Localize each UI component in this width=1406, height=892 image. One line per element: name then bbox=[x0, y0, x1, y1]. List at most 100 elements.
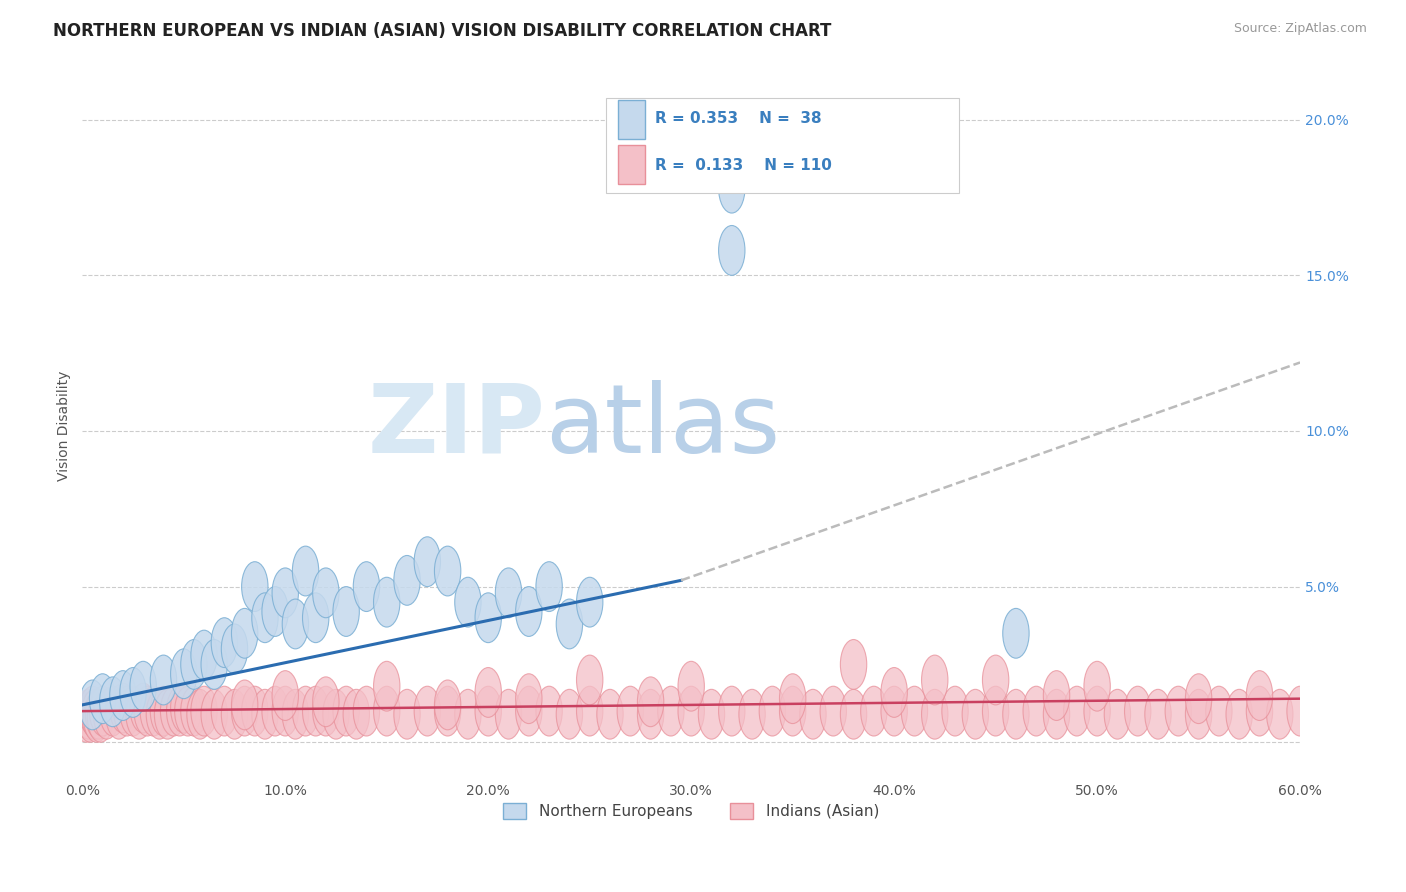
Ellipse shape bbox=[637, 677, 664, 727]
Ellipse shape bbox=[495, 568, 522, 618]
Ellipse shape bbox=[232, 686, 257, 736]
Ellipse shape bbox=[187, 690, 214, 739]
Ellipse shape bbox=[292, 546, 319, 596]
Ellipse shape bbox=[678, 686, 704, 736]
Ellipse shape bbox=[333, 587, 360, 636]
Ellipse shape bbox=[146, 690, 173, 739]
Ellipse shape bbox=[800, 690, 827, 739]
Ellipse shape bbox=[495, 690, 522, 739]
Ellipse shape bbox=[718, 226, 745, 276]
Ellipse shape bbox=[516, 587, 541, 636]
Ellipse shape bbox=[333, 686, 360, 736]
Ellipse shape bbox=[1084, 686, 1111, 736]
Ellipse shape bbox=[75, 690, 101, 739]
Ellipse shape bbox=[77, 692, 104, 742]
Ellipse shape bbox=[323, 690, 349, 739]
Text: R =  0.133    N = 110: R = 0.133 N = 110 bbox=[655, 158, 831, 173]
Ellipse shape bbox=[596, 690, 623, 739]
Text: ZIP: ZIP bbox=[367, 380, 546, 473]
Ellipse shape bbox=[841, 640, 866, 690]
Ellipse shape bbox=[353, 686, 380, 736]
Ellipse shape bbox=[211, 618, 238, 667]
Ellipse shape bbox=[699, 690, 724, 739]
Ellipse shape bbox=[262, 686, 288, 736]
Ellipse shape bbox=[79, 680, 105, 730]
Ellipse shape bbox=[718, 686, 745, 736]
Ellipse shape bbox=[454, 577, 481, 627]
Ellipse shape bbox=[283, 690, 308, 739]
Ellipse shape bbox=[1043, 671, 1070, 721]
Ellipse shape bbox=[557, 690, 582, 739]
Ellipse shape bbox=[901, 686, 928, 736]
Ellipse shape bbox=[1024, 686, 1049, 736]
Legend: Northern Europeans, Indians (Asian): Northern Europeans, Indians (Asian) bbox=[498, 797, 886, 825]
Ellipse shape bbox=[166, 686, 193, 736]
Ellipse shape bbox=[1185, 673, 1212, 723]
Ellipse shape bbox=[1185, 690, 1212, 739]
Ellipse shape bbox=[353, 562, 380, 612]
Ellipse shape bbox=[302, 593, 329, 642]
Ellipse shape bbox=[150, 686, 177, 736]
Ellipse shape bbox=[273, 671, 298, 721]
Ellipse shape bbox=[343, 690, 370, 739]
Text: R = 0.353    N =  38: R = 0.353 N = 38 bbox=[655, 112, 821, 127]
Ellipse shape bbox=[434, 680, 461, 730]
Ellipse shape bbox=[221, 624, 247, 673]
Ellipse shape bbox=[90, 686, 115, 736]
Ellipse shape bbox=[1002, 690, 1029, 739]
Ellipse shape bbox=[475, 593, 502, 642]
Text: Source: ZipAtlas.com: Source: ZipAtlas.com bbox=[1233, 22, 1367, 36]
Ellipse shape bbox=[1206, 686, 1232, 736]
Ellipse shape bbox=[242, 562, 269, 612]
Ellipse shape bbox=[962, 690, 988, 739]
Ellipse shape bbox=[105, 690, 132, 739]
FancyBboxPatch shape bbox=[606, 98, 959, 193]
Ellipse shape bbox=[283, 599, 308, 648]
Ellipse shape bbox=[374, 661, 399, 711]
Ellipse shape bbox=[273, 686, 298, 736]
Ellipse shape bbox=[536, 686, 562, 736]
Ellipse shape bbox=[475, 667, 502, 717]
Ellipse shape bbox=[181, 686, 207, 736]
Ellipse shape bbox=[312, 686, 339, 736]
Ellipse shape bbox=[90, 673, 115, 723]
Ellipse shape bbox=[120, 667, 146, 717]
Ellipse shape bbox=[779, 686, 806, 736]
Ellipse shape bbox=[312, 677, 339, 727]
Ellipse shape bbox=[576, 686, 603, 736]
Ellipse shape bbox=[242, 686, 269, 736]
Ellipse shape bbox=[129, 661, 156, 711]
Ellipse shape bbox=[557, 599, 582, 648]
Ellipse shape bbox=[1063, 686, 1090, 736]
Ellipse shape bbox=[415, 686, 440, 736]
Ellipse shape bbox=[82, 690, 108, 739]
Ellipse shape bbox=[181, 640, 207, 690]
Ellipse shape bbox=[1226, 690, 1253, 739]
Ellipse shape bbox=[1267, 690, 1294, 739]
Text: atlas: atlas bbox=[546, 380, 780, 473]
Ellipse shape bbox=[232, 608, 257, 658]
Ellipse shape bbox=[454, 690, 481, 739]
Y-axis label: Vision Disability: Vision Disability bbox=[58, 371, 72, 482]
Ellipse shape bbox=[882, 667, 907, 717]
Ellipse shape bbox=[983, 655, 1010, 705]
Ellipse shape bbox=[983, 686, 1010, 736]
Ellipse shape bbox=[434, 546, 461, 596]
Ellipse shape bbox=[86, 690, 111, 739]
Ellipse shape bbox=[110, 671, 136, 721]
Ellipse shape bbox=[434, 686, 461, 736]
Ellipse shape bbox=[160, 686, 187, 736]
Ellipse shape bbox=[658, 686, 685, 736]
Ellipse shape bbox=[252, 690, 278, 739]
Ellipse shape bbox=[262, 587, 288, 636]
Ellipse shape bbox=[273, 568, 298, 618]
Ellipse shape bbox=[394, 556, 420, 606]
Text: NORTHERN EUROPEAN VS INDIAN (ASIAN) VISION DISABILITY CORRELATION CHART: NORTHERN EUROPEAN VS INDIAN (ASIAN) VISI… bbox=[53, 22, 832, 40]
Ellipse shape bbox=[1043, 690, 1070, 739]
Ellipse shape bbox=[170, 648, 197, 698]
Ellipse shape bbox=[740, 690, 765, 739]
Ellipse shape bbox=[191, 686, 218, 736]
Ellipse shape bbox=[120, 686, 146, 736]
Ellipse shape bbox=[1144, 690, 1171, 739]
Ellipse shape bbox=[1246, 671, 1272, 721]
